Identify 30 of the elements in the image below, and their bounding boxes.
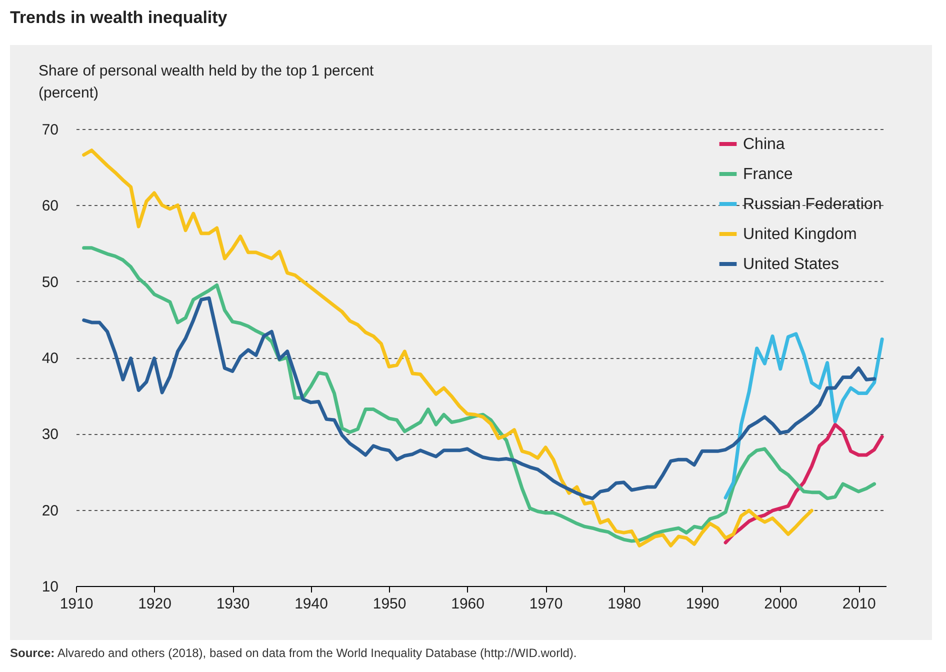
line-series [82,296,876,500]
line-series [82,246,876,543]
y-tick-label: 60 [42,198,58,215]
chart-title: Trends in wealth inequality [10,8,228,28]
x-tick-label: 1920 [138,596,172,612]
y-tick-label: 10 [42,578,58,596]
legend-label: United Kingdom [743,226,857,243]
x-tick-label: 1970 [529,596,563,612]
legend-label: France [743,166,793,183]
legend-label: Russian Federation [743,196,882,213]
x-tick-label: 1910 [60,596,94,612]
y-tick-label: 40 [42,350,58,367]
x-tick-label: 1950 [372,596,406,612]
y-tick-label: 50 [42,274,58,291]
x-tick-label: 2000 [764,596,798,612]
y-tick-label: 70 [42,122,58,138]
source-note: Source: Alvaredo and others (2018), based on data from the World Inequality Database (http://WID.world). [10,646,577,660]
y-tick-label: 20 [42,502,58,520]
legend-label: United States [743,256,840,273]
legend-label: China [743,136,785,153]
x-tick-label: 1990 [686,596,720,612]
y-axis-title: Share of personal wealth held by the top 1 percent (percent) [38,62,375,102]
x-tick-label: 2010 [842,596,876,612]
line-series [724,332,884,500]
x-tick-label: 1960 [451,596,484,612]
y-tick-label: 30 [42,426,58,444]
x-tick-label: 1930 [216,596,250,612]
line-series [724,422,884,544]
x-tick-label: 1940 [294,596,328,612]
x-tick-label: 1980 [608,596,642,612]
